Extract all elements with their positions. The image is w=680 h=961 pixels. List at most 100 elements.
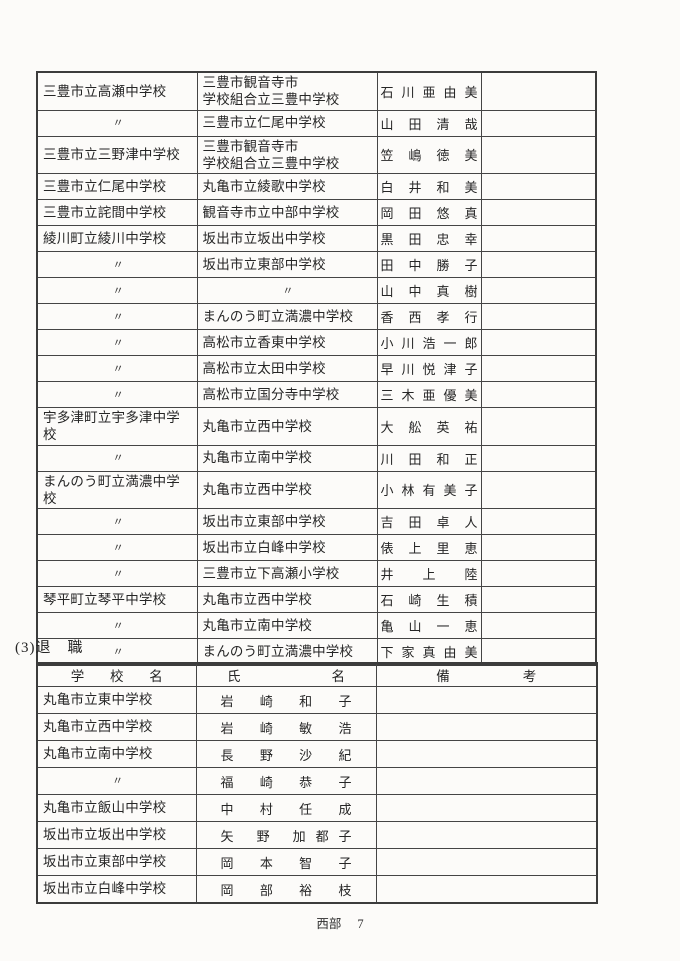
retirement-table-header: 学 校 名 氏 名 備 考 (36, 662, 598, 687)
name-cell: 岡 田 悠 真 (376, 199, 482, 227)
transfer-table-body: 三豊市立高瀬中学校 三豊市観音寺市 学校組合立三豊中学校 石 川 亜 由 美 〃… (36, 71, 597, 666)
school-cell: 坂出市立東部中学校 (36, 848, 197, 876)
from-school-cell: 三豊市立高瀬中学校 (36, 71, 198, 111)
to-school-cell: 三豊市立下高瀬小学校 (196, 560, 378, 588)
retirement-table-body: 丸亀市立東中学校 岩 崎 和 子 丸亀市立西中学校 岩 崎 敏 浩 丸亀市立南中… (36, 686, 598, 904)
table-row: 〃 まんのう町立満濃中学校 香 西 孝 行 (36, 303, 597, 331)
school-cell: 丸亀市立西中学校 (36, 713, 197, 741)
to-school-cell: 三豊市観音寺市 学校組合立三豊中学校 (196, 135, 378, 175)
table-row: 〃 坂出市立東部中学校 田 中 勝 子 (36, 251, 597, 279)
table-row: 〃 丸亀市立南中学校 川 田 和 正 (36, 444, 597, 472)
to-school-cell: 坂出市立坂出中学校 (196, 225, 378, 253)
to-school-cell: 丸亀市立西中学校 (196, 470, 378, 510)
remarks-cell (375, 848, 598, 876)
table-row: 〃 高松市立国分寺中学校 三 木 亜 優 美 (36, 381, 597, 409)
name-cell: 田 中 勝 子 (376, 251, 482, 279)
from-school-cell: 〃 (36, 444, 198, 472)
school-cell: 坂出市立坂出中学校 (36, 821, 197, 849)
school-cell: 丸亀市立東中学校 (36, 686, 197, 714)
name-cell: 岡 本 智 子 (195, 848, 377, 876)
name-cell: 中 村 任 成 (195, 794, 377, 822)
table-row: 宇多津町立宇多津中学校 丸亀市立西中学校 大 舩 英 祐 (36, 407, 597, 446)
page-footer: 西部 7 (0, 913, 680, 932)
school-cell: 丸亀市立飯山中学校 (36, 794, 197, 822)
footer-page-number: 7 (357, 917, 364, 931)
from-school-cell: 〃 (36, 534, 198, 562)
table-row: 丸亀市立飯山中学校 中 村 任 成 (36, 794, 598, 822)
remarks-cell (480, 586, 597, 614)
name-cell: 大 舩 英 祐 (376, 407, 482, 446)
from-school-cell: 〃 (36, 355, 198, 383)
remarks-cell (480, 109, 597, 137)
name-cell: 三 木 亜 優 美 (376, 381, 482, 409)
to-school-cell: 丸亀市立西中学校 (196, 407, 378, 446)
table-row: 〃 高松市立太田中学校 早 川 悦 津 子 (36, 355, 597, 383)
remarks-cell (480, 329, 597, 357)
table-row: 〃 坂出市立東部中学校 吉 田 卓 人 (36, 508, 597, 536)
table-row: 三豊市立高瀬中学校 三豊市観音寺市 学校組合立三豊中学校 石 川 亜 由 美 (36, 71, 597, 111)
name-cell: 小 川 浩 一 郎 (376, 329, 482, 357)
from-school-cell: 〃 (36, 612, 198, 640)
table-row: 〃 福 崎 恭 子 (36, 767, 598, 795)
name-cell: 岩 崎 敏 浩 (195, 713, 377, 741)
name-cell: 長 野 沙 紀 (195, 740, 377, 768)
to-school-cell: 観音寺市立中部中学校 (196, 199, 378, 227)
from-school-cell: 琴平町立琴平中学校 (36, 586, 198, 614)
table-row: 〃 高松市立香東中学校 小 川 浩 一 郎 (36, 329, 597, 357)
table-row: 綾川町立綾川中学校 坂出市立坂出中学校 黒 田 忠 幸 (36, 225, 597, 253)
remarks-cell (480, 560, 597, 588)
remarks-cell (480, 71, 597, 111)
to-school-cell: 三豊市立仁尾中学校 (196, 109, 378, 137)
name-cell: 香 西 孝 行 (376, 303, 482, 331)
from-school-cell: まんのう町立満濃中学校 (36, 470, 198, 510)
remarks-cell (375, 767, 598, 795)
table-row: 丸亀市立東中学校 岩 崎 和 子 (36, 686, 598, 714)
school-cell: 坂出市立白峰中学校 (36, 875, 197, 904)
to-school-cell: 丸亀市立南中学校 (196, 612, 378, 640)
remarks-cell (480, 534, 597, 562)
table-row: 琴平町立琴平中学校 丸亀市立西中学校 石 崎 生 積 (36, 586, 597, 614)
name-cell: 石 川 亜 由 美 (376, 71, 482, 111)
from-school-cell: 三豊市立詫間中学校 (36, 199, 198, 227)
to-school-cell: 三豊市観音寺市 学校組合立三豊中学校 (196, 71, 378, 111)
from-school-cell: 〃 (36, 329, 198, 357)
remarks-cell (480, 251, 597, 279)
to-school-cell: 高松市立国分寺中学校 (196, 381, 378, 409)
column-header-school-label: 学 校 名 (70, 669, 163, 684)
table-row: 〃 〃 山 中 真 樹 (36, 277, 597, 305)
name-cell: 山 中 真 樹 (376, 277, 482, 305)
table-row: 三豊市立仁尾中学校 丸亀市立綾歌中学校 白 井 和 美 (36, 173, 597, 201)
to-school-cell: 丸亀市立西中学校 (196, 586, 378, 614)
name-cell: 矢 野 加都子 (195, 821, 377, 849)
table-row: 〃 三豊市立下高瀬小学校 井 上 陸 (36, 560, 597, 588)
to-school-cell: 坂出市立白峰中学校 (196, 534, 378, 562)
from-school-cell: 〃 (36, 508, 198, 536)
name-cell: 白 井 和 美 (376, 173, 482, 201)
from-school-cell: 三豊市立仁尾中学校 (36, 173, 198, 201)
table-row: 三豊市立三野津中学校 三豊市観音寺市 学校組合立三豊中学校 笠 嶋 徳 美 (36, 135, 597, 175)
name-cell: 川 田 和 正 (376, 444, 482, 472)
column-header-name: 氏 名 (195, 662, 377, 687)
table-row: 三豊市立詫間中学校 観音寺市立中部中学校 岡 田 悠 真 (36, 199, 597, 227)
name-cell: 早 川 悦 津 子 (376, 355, 482, 383)
name-cell: 亀 山 一 恵 (376, 612, 482, 640)
to-school-cell: 〃 (196, 277, 378, 305)
from-school-cell: 綾川町立綾川中学校 (36, 225, 198, 253)
remarks-cell (480, 225, 597, 253)
to-school-cell: 高松市立香東中学校 (196, 329, 378, 357)
remarks-cell (375, 740, 598, 768)
remarks-cell (480, 508, 597, 536)
school-cell: 丸亀市立南中学校 (36, 740, 197, 768)
name-cell: 笠 嶋 徳 美 (376, 135, 482, 175)
column-header-name-label: 氏 名 (227, 669, 345, 684)
remarks-cell (480, 173, 597, 201)
to-school-cell: 丸亀市立南中学校 (196, 444, 378, 472)
name-cell: 山 田 清 哉 (376, 109, 482, 137)
name-cell: 岩 崎 和 子 (195, 686, 377, 714)
footer-region-label: 西部 (316, 917, 342, 931)
from-school-cell: 宇多津町立宇多津中学校 (36, 407, 198, 446)
table-row: 坂出市立坂出中学校 矢 野 加都子 (36, 821, 598, 849)
remarks-cell (480, 277, 597, 305)
remarks-cell (480, 407, 597, 446)
